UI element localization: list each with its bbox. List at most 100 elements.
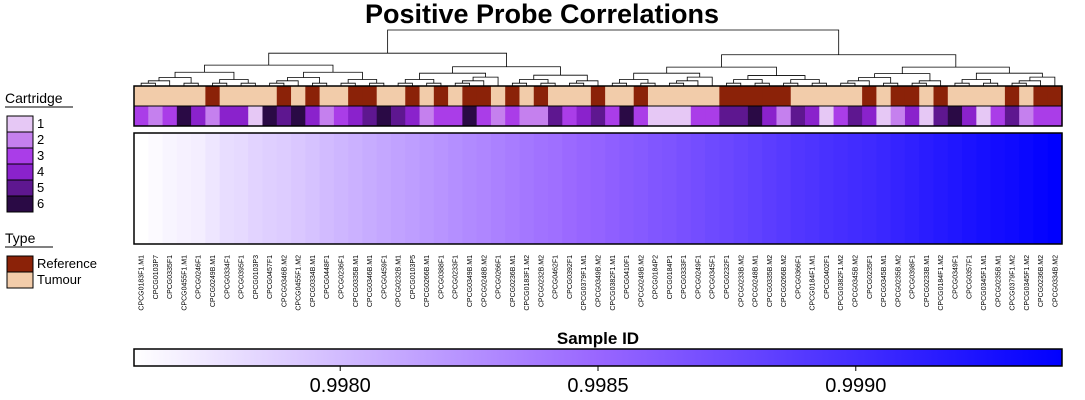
- sample-label: CPCG0232F1: [724, 255, 731, 299]
- sample-label: CPCG0103P3: [253, 255, 260, 299]
- type-cell: [662, 86, 678, 106]
- heat-cell: [276, 133, 292, 244]
- heat-cell: [134, 133, 149, 244]
- sample-label: CPCG0233B.M2: [738, 255, 745, 307]
- cartridge-cell: [790, 106, 806, 126]
- type-cell: [890, 86, 906, 106]
- type-cell: [590, 86, 606, 106]
- sample-label: CPCG0246F1: [196, 255, 203, 299]
- dendrogram-branch: [640, 82, 656, 86]
- colorbar-tick-label: 0.9990: [825, 375, 886, 397]
- type-cell: [633, 86, 649, 106]
- dendrogram-branch: [140, 82, 156, 86]
- type-cell: [605, 86, 621, 106]
- sample-label: CPCG0459F1: [381, 255, 388, 299]
- type-legend-label: Reference: [37, 256, 97, 271]
- dendrogram-branch: [472, 76, 499, 86]
- type-cell: [919, 86, 935, 106]
- sample-label: CPCG0455F1.M2: [296, 255, 303, 311]
- sample-label: CPCG0333F1: [681, 255, 688, 299]
- sample-label: CPCG0248B.M1: [753, 255, 760, 307]
- cartridge-cell: [490, 106, 506, 126]
- heat-cell: [291, 133, 306, 244]
- type-cell: [291, 86, 306, 106]
- dendrogram-branch: [461, 80, 485, 86]
- sample-label: CPCG0249F1: [695, 255, 702, 299]
- heat-cell: [862, 133, 877, 244]
- sample-label: CPCG0402F1: [824, 255, 831, 299]
- heat-cell: [962, 133, 977, 244]
- sample-label: CPCG0345F1: [710, 255, 717, 299]
- cartridge-cell: [1047, 106, 1063, 126]
- sample-label: CPCG0103P7: [153, 255, 160, 299]
- colorbar-tick-label: 0.9985: [567, 375, 628, 397]
- type-cell: [947, 86, 963, 106]
- type-legend-title: Type: [5, 230, 36, 246]
- sample-label: CPCG0235B.M1: [995, 255, 1002, 307]
- dendrogram-branch: [901, 66, 1010, 74]
- heat-cell: [233, 133, 249, 244]
- sample-label: CPCG0184P1: [667, 255, 674, 299]
- sample-label: CPCG0184P2: [653, 255, 660, 299]
- type-cell: [433, 86, 449, 106]
- dendrogram-branch: [347, 79, 378, 84]
- heat-cell: [533, 133, 549, 244]
- cartridge-cell: [1033, 106, 1049, 126]
- type-cell: [690, 86, 706, 106]
- cartridge-cell: [719, 106, 735, 126]
- heat-cell: [262, 133, 278, 244]
- type-cell: [333, 86, 349, 106]
- cartridge-cell: [433, 106, 449, 126]
- sample-label: CPCG0346B.M1: [367, 255, 374, 307]
- sample-label: CPCG0335F1: [167, 255, 174, 299]
- type-cell: [148, 86, 164, 106]
- cartridge-cell: [333, 106, 349, 126]
- type-cell: [134, 86, 149, 106]
- cartridge-cell: [1004, 106, 1020, 126]
- heat-cell: [990, 133, 1006, 244]
- cartridge-legend-label: 1: [37, 116, 44, 131]
- type-legend-swatch: [6, 255, 34, 273]
- cartridge-cell: [548, 106, 563, 126]
- dendrogram-branch: [158, 77, 192, 84]
- type-cell: [719, 86, 735, 106]
- sample-label: CPCG0335B.M1: [353, 255, 360, 307]
- type-cell: [747, 86, 763, 106]
- type-cell: [405, 86, 421, 106]
- heat-cell: [390, 133, 406, 244]
- dendrogram-branch: [975, 72, 1043, 80]
- type-cell: [490, 86, 506, 106]
- colorbar-ticks: 0.9980 0.9985 0.9990: [310, 366, 886, 397]
- sample-label: CPCG0183F1.M2: [524, 255, 531, 311]
- type-cell: [162, 86, 178, 106]
- sample-label: CPCG0235F1: [867, 255, 874, 299]
- dendrogram-branch: [790, 79, 820, 84]
- dendrogram-branch: [147, 80, 171, 86]
- dendrogram-branch: [533, 74, 588, 81]
- sample-label: CPCG0398F1: [910, 255, 917, 299]
- type-cell: [790, 86, 806, 106]
- cartridge-cell: [376, 106, 392, 126]
- cartridge-cell: [134, 106, 149, 126]
- cartridge-cell: [576, 106, 592, 126]
- dendrogram-branch: [619, 79, 649, 84]
- type-cell: [762, 86, 778, 106]
- sample-label: CPCG0232B.M1: [396, 255, 403, 307]
- cartridge-cell: [148, 106, 164, 126]
- cartridge-legend-label: 6: [37, 196, 44, 211]
- dendrogram-branch: [576, 80, 599, 86]
- cartridge-cell: [305, 106, 321, 126]
- dendrogram-branch: [426, 82, 442, 86]
- sample-label: CPCG0236F1: [339, 255, 346, 299]
- dendrogram-branch: [183, 82, 199, 86]
- heat-cell: [690, 133, 706, 244]
- type-cell: [876, 86, 892, 106]
- cartridge-cell: [933, 106, 949, 126]
- cartridge-legend-swatch: [6, 147, 34, 165]
- dendrogram-branch: [840, 82, 856, 86]
- cartridge-legend-swatch: [6, 195, 34, 213]
- cartridge-cell: [633, 106, 649, 126]
- cartridge-cell: [762, 106, 778, 126]
- cartridge-cell: [690, 106, 706, 126]
- sample-label: CPCG0349F1: [952, 255, 959, 299]
